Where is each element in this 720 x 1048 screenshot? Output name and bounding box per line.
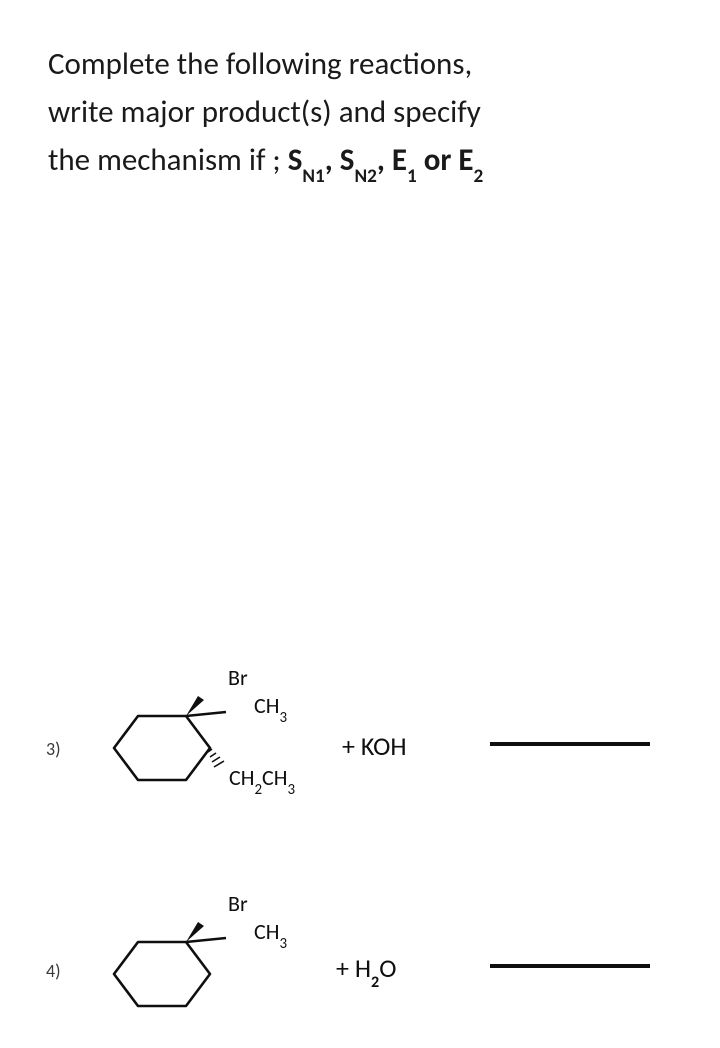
reaction-4-structure: Br CH3 — [108, 912, 228, 1037]
or-text: or — [417, 141, 459, 179]
wedge-br-4 — [186, 922, 204, 942]
wedge-br — [186, 696, 204, 716]
question-prompt: Complete the following reactions, write … — [48, 40, 672, 187]
bond-ch3 — [186, 712, 226, 716]
ch2-b: CH — [262, 764, 287, 791]
mech-sn2: SN2 — [340, 141, 377, 179]
reaction-3-number: 3) — [46, 738, 61, 760]
q-line3-pre: the mechanism if ; — [48, 141, 288, 179]
bond-ch3-4 — [186, 938, 226, 942]
reaction-3-reagent: + KOH — [342, 730, 407, 762]
label-ch3-3: CH3 — [254, 692, 287, 723]
mech-e2: E2 — [458, 141, 483, 179]
mech4-sub: 2 — [474, 165, 484, 188]
ch2-b-sub: 3 — [287, 781, 295, 799]
q-line2: write major product(s) and specify — [48, 93, 481, 131]
mech-sn1: SN1 — [288, 141, 325, 179]
hash-wedge-ethyl — [208, 749, 224, 767]
sep2: , — [377, 141, 392, 179]
ch3-text-3: CH — [254, 692, 279, 719]
ch2-a: CH — [229, 764, 254, 791]
sep1: , — [325, 141, 340, 179]
mech-e1: E1 — [392, 141, 417, 179]
q-line1: Complete the following reactions, — [48, 45, 472, 83]
reaction-3-arrow — [490, 742, 650, 746]
mech1-sub: N1 — [302, 165, 324, 188]
r4-sub: 2 — [371, 973, 379, 992]
reaction-4-number: 4) — [46, 960, 61, 982]
label-br-4: Br — [228, 890, 248, 917]
cyclohexane-ring-4 — [108, 912, 228, 1032]
ch3-sub-4: 3 — [279, 935, 287, 953]
r4-plus: + H — [336, 952, 371, 984]
ch3-text-4: CH — [254, 918, 279, 945]
hexagon-ring — [114, 716, 210, 780]
r4-tail: O — [379, 952, 396, 984]
ch2-a-sub: 2 — [254, 781, 262, 799]
mech2-sub: N2 — [354, 165, 376, 188]
label-ch3-4: CH3 — [254, 918, 287, 949]
mech3-sub: 1 — [407, 165, 417, 188]
ch3-sub-3: 3 — [279, 709, 287, 727]
label-br-3: Br — [228, 664, 248, 691]
mech1-s: S — [288, 141, 303, 179]
label-ch2ch3-3: CH2CH3 — [229, 764, 295, 795]
reaction-3-structure: Br CH3 CH2CH3 — [108, 686, 228, 811]
mech3-e: E — [392, 141, 407, 179]
mech4-e: E — [458, 141, 473, 179]
hexagon-ring-4 — [114, 942, 210, 1006]
reaction-4-arrow — [490, 964, 650, 968]
reaction-4-reagent: + H2O — [336, 952, 396, 988]
mech2-s: S — [340, 141, 355, 179]
cyclohexane-ring-3 — [108, 686, 228, 806]
